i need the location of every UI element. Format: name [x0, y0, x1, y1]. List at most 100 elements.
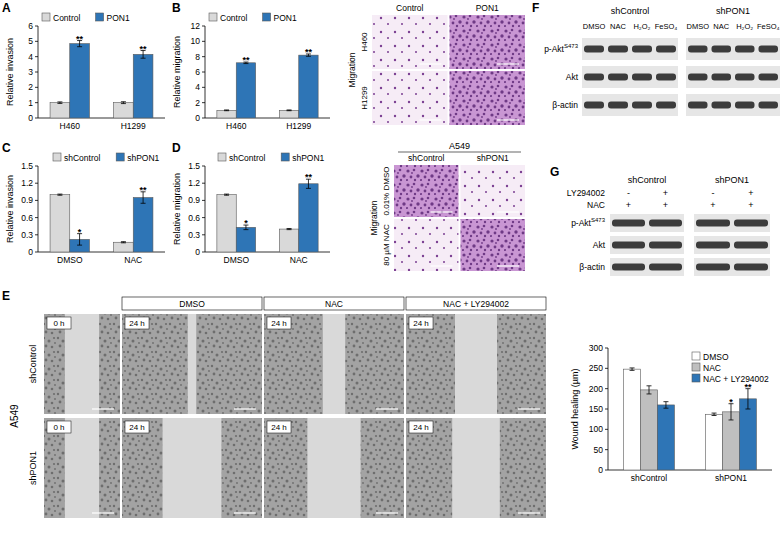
blot-bg [582, 38, 678, 60]
error-cap [306, 188, 311, 189]
micrograph [122, 314, 262, 414]
micrograph [44, 314, 120, 414]
y-axis [38, 26, 39, 118]
error-bar [224, 194, 229, 195]
y-tick-label: 0 [195, 113, 200, 123]
error-cap [77, 46, 82, 47]
y-tick-label: 8 [195, 52, 200, 62]
micrograph [264, 418, 404, 518]
wound-panel: EDMSONACNAC + LY294002shControl0 h24 h24… [2, 289, 546, 518]
y-tick-label: 1.5 [188, 161, 200, 171]
lane-label: DMSO [687, 22, 710, 31]
bars [50, 192, 153, 252]
legend: shControl shPON1 [218, 153, 325, 163]
scale-bar [420, 119, 442, 120]
time-box [267, 317, 291, 329]
legend: DMSONACNAC + LY294002 [692, 352, 769, 384]
y-tick-label: 1 [28, 98, 33, 108]
y-tick [35, 234, 38, 235]
blot-bg [694, 236, 770, 254]
band [712, 74, 732, 81]
y-tick-label: 1.2 [188, 178, 200, 188]
treatment-mark: + [710, 200, 715, 210]
column-label: PON1 [476, 3, 499, 13]
y-tick-label: 0 [28, 113, 33, 123]
band [608, 46, 628, 53]
bar [279, 110, 298, 118]
legend-swatch [96, 13, 104, 21]
time-box [47, 317, 71, 329]
time-box [409, 317, 433, 329]
y-tick [35, 166, 38, 167]
bar [279, 229, 298, 252]
significance: ** [242, 55, 250, 65]
row-label-text: Akt [593, 240, 606, 250]
legend-swatch [53, 153, 61, 161]
panel-label: A [2, 1, 11, 15]
chart: C00.30.60.91.21.5Relative invasionDMSO*N… [2, 141, 165, 265]
bars [50, 41, 153, 118]
significance: ** [305, 172, 313, 182]
y-tick [202, 87, 205, 88]
x-tick-label: H460 [60, 121, 81, 131]
y-tick-label: 0.9 [188, 195, 200, 205]
chart: B024681012Relative migrationH460**H1299*… [172, 1, 330, 131]
treatment-mark: + [663, 200, 668, 210]
legend-label: DMSO [703, 352, 729, 362]
legend-swatch [116, 153, 124, 161]
error-cap [57, 101, 62, 102]
y-tick [202, 217, 205, 218]
lane-label: H₂O₂ [736, 22, 753, 31]
bar [236, 227, 255, 252]
row-label: shPON1 [28, 451, 38, 485]
wound-gap [307, 418, 360, 518]
bars [217, 54, 318, 118]
y-tick-label: 300 [589, 343, 603, 353]
micrograph [122, 418, 262, 518]
header-box [406, 297, 546, 310]
bar [624, 369, 641, 470]
blot-panel: GshControlshPON1LY294002-+-+NAC++++p-Akt… [550, 165, 770, 276]
error-bar [712, 413, 717, 415]
y-tick [605, 470, 608, 471]
treatment-mark: + [626, 200, 631, 210]
panel-label: C [2, 141, 11, 155]
wound-gap [323, 314, 345, 414]
legend-label: shPON1 [292, 153, 324, 163]
treatment-label: NAC [587, 200, 605, 210]
time-label: 24 h [413, 423, 429, 432]
error-cap [77, 245, 82, 246]
legend-label: shControl [229, 153, 265, 163]
band [612, 242, 645, 249]
error-cap [729, 419, 734, 420]
error-cap [141, 58, 146, 59]
error-line [747, 389, 748, 409]
y-tick-label: 0.6 [21, 213, 33, 223]
row-label-sup: S473 [564, 43, 579, 49]
x-tick-label: H1299 [286, 121, 311, 131]
error-bar [57, 194, 62, 195]
legend-swatch [281, 153, 289, 161]
error-cap [224, 194, 229, 195]
error-cap [224, 195, 229, 196]
y-tick-label: 3 [28, 67, 33, 77]
y-tick-label: 1.2 [21, 178, 33, 188]
blot-bg [694, 214, 770, 232]
lane-label: NAC [713, 22, 729, 31]
y-tick [35, 87, 38, 88]
band [688, 46, 708, 53]
significance: ** [140, 185, 148, 195]
row-label: H1299 [360, 86, 369, 110]
scale-bar [518, 408, 540, 409]
y-axis-title: Relative invasion [5, 175, 15, 243]
treatment-mark: + [748, 188, 753, 198]
scale-bar [497, 211, 519, 212]
error-cap [121, 241, 126, 242]
y-tick-label: 150 [589, 404, 603, 414]
x-tick-label: shControl [631, 473, 667, 483]
y-tick [202, 118, 205, 119]
time-box [47, 421, 71, 433]
y-axis-title: Relative migration [172, 36, 182, 108]
error-cap [121, 101, 126, 102]
error-cap [647, 385, 652, 386]
